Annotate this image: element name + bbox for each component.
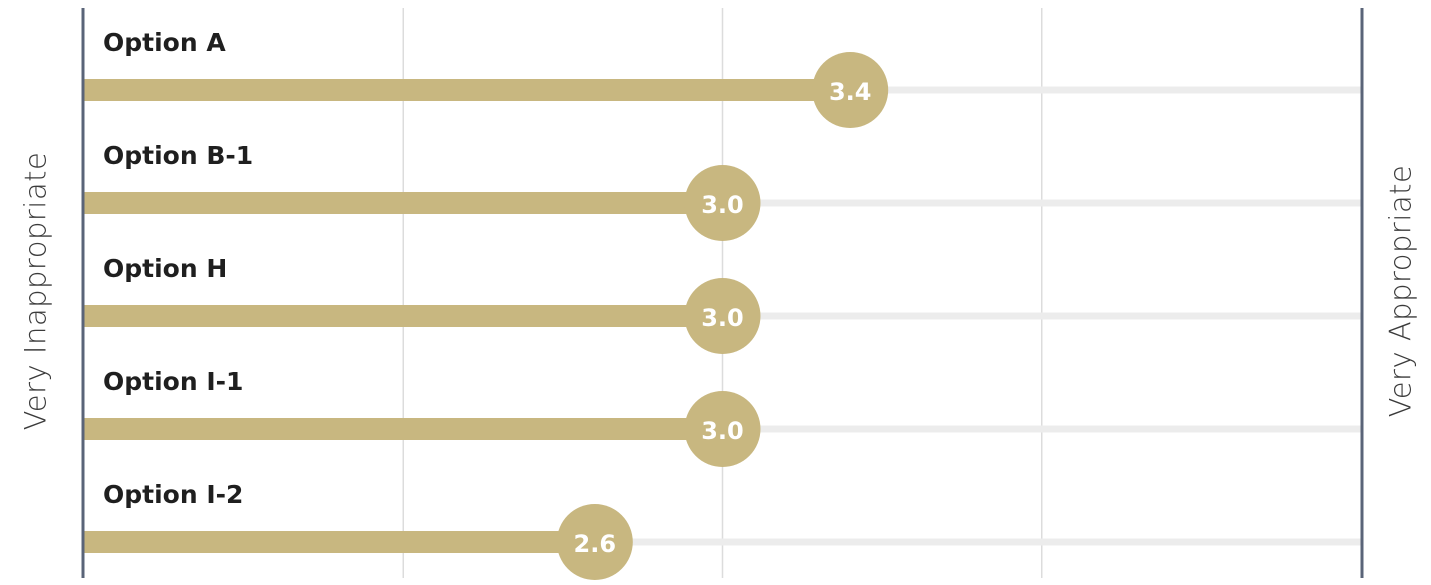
scale-min-label: Very Inappropriate — [18, 151, 52, 430]
scale-min-label-container: Very Inappropriate — [0, 0, 70, 581]
scale-max-label-container: Very Appropriate — [1369, 0, 1431, 581]
value-marker — [812, 52, 889, 128]
value-marker — [684, 278, 761, 354]
value-label: 3.0 — [701, 417, 744, 445]
category-label: Option H — [103, 254, 227, 283]
value-marker — [556, 504, 633, 580]
bar — [84, 531, 595, 553]
value-label: 3.0 — [701, 304, 744, 332]
value-marker — [684, 391, 761, 467]
category-label: Option B-1 — [103, 141, 253, 170]
value-label: 2.6 — [574, 530, 617, 558]
scale-max-label: Very Appropriate — [1383, 164, 1418, 417]
bar — [84, 79, 851, 101]
category-label: Option I-1 — [103, 367, 243, 396]
bar — [84, 192, 723, 214]
value-label: 3.4 — [829, 78, 872, 106]
bar — [84, 418, 723, 440]
category-label: Option I-2 — [103, 480, 243, 509]
category-label: Option A — [103, 28, 226, 57]
bar-track — [84, 538, 1361, 546]
value-label: 3.0 — [701, 191, 744, 219]
value-marker — [684, 165, 761, 241]
bar — [84, 305, 723, 327]
